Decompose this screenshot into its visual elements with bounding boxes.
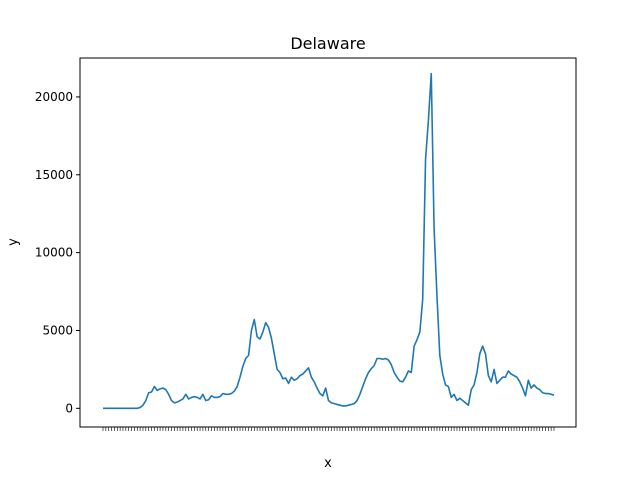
y-axis: 0 5000 10000 15000 20000 (35, 90, 80, 415)
y-axis-label: y (6, 238, 21, 246)
y-tick-label: 0 (65, 401, 73, 415)
chart-title: Delaware (290, 34, 365, 53)
plot-frame (79, 57, 577, 428)
y-tick-label: 20000 (35, 90, 73, 104)
y-tick-label: 15000 (35, 168, 73, 182)
x-axis (102, 427, 555, 431)
y-tick-label: 10000 (35, 246, 73, 260)
x-axis-label: x (324, 456, 332, 471)
y-tick-label: 5000 (42, 323, 73, 337)
series-line (103, 72, 555, 410)
